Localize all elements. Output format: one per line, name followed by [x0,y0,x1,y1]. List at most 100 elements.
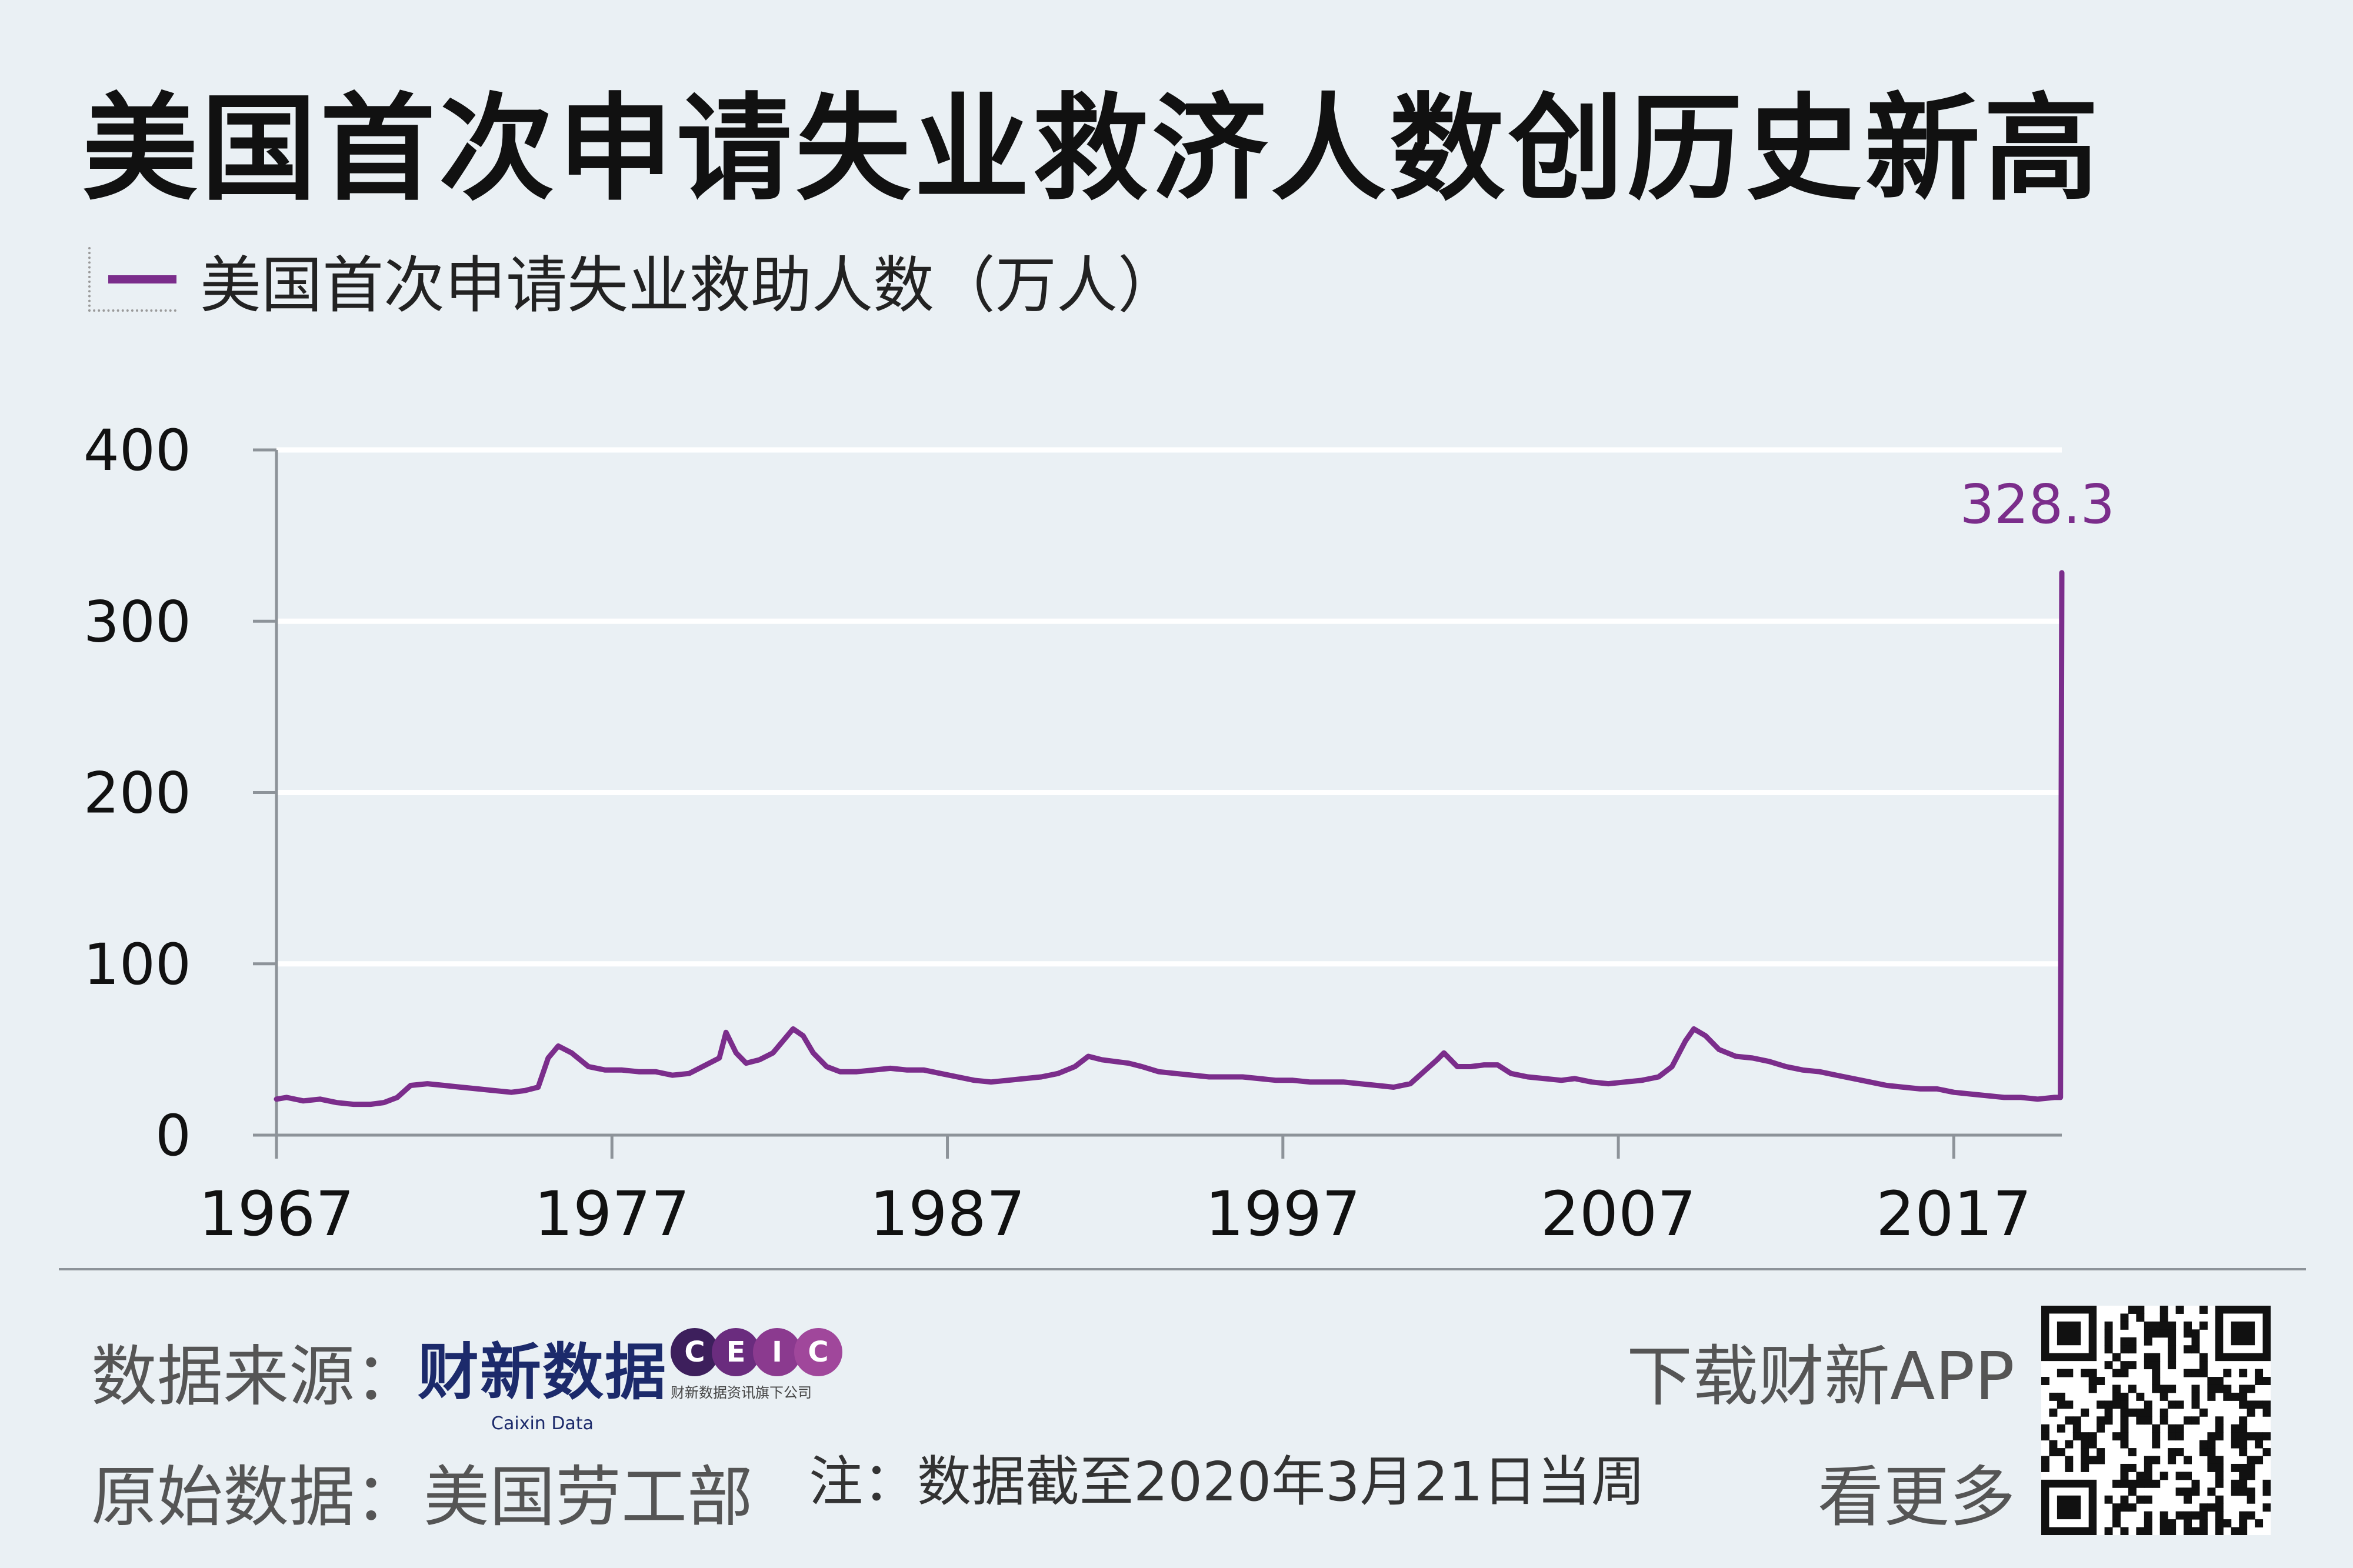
qr-module [2136,1479,2145,1488]
qr-module [2088,1432,2097,1441]
qr-module [2128,1487,2137,1496]
qr-module [2144,1479,2152,1488]
qr-module [2215,1416,2224,1425]
qr-module [2136,1416,2145,1425]
qr-module [2207,1487,2216,1496]
qr-code[interactable] [2041,1306,2271,1536]
qr-module [2049,1448,2058,1457]
qr-module [2159,1392,2168,1401]
qr-module [2175,1432,2184,1441]
qr-module [2262,1408,2271,1417]
qr-module [2041,1463,2049,1472]
qr-module [2081,1369,2089,1377]
qr-module [2065,1400,2074,1409]
ceic-letter: C [794,1328,842,1376]
qr-module [2152,1369,2161,1377]
qr-module [2159,1472,2168,1480]
qr-module [2184,1369,2192,1377]
qr-module [2168,1400,2177,1409]
qr-module [2215,1479,2224,1488]
chart-title: 美国首次申请失业救济人数创历史新高 [82,82,2103,216]
qr-module [2120,1472,2129,1480]
qr-module [2184,1487,2192,1496]
qr-module [2057,1424,2065,1433]
qr-module [2239,1479,2248,1488]
qr-module [2065,1416,2074,1425]
qr-module [2215,1511,2224,1520]
qr-module [2239,1424,2248,1433]
qr-module [2239,1384,2248,1393]
qr-module [2159,1519,2168,1528]
qr-module [2128,1463,2137,1472]
qr-module [2144,1527,2152,1536]
qr-module [2057,1448,2065,1457]
qr-module [2120,1392,2129,1401]
qr-module [2152,1440,2161,1449]
qr-module [2104,1321,2113,1330]
qr-module [2191,1345,2200,1354]
peak-value-label: 328.3 [1960,473,2115,536]
qr-module [2144,1511,2152,1520]
qr-module [2215,1377,2224,1385]
qr-module [2112,1503,2121,1512]
qr-module [2262,1432,2271,1441]
x-tick-label: 2007 [1541,1178,1697,1250]
qr-module [2239,1527,2248,1536]
qr-module [2262,1448,2271,1457]
qr-module [2215,1424,2224,1433]
qr-module [2191,1487,2200,1496]
qr-module [2152,1353,2161,1362]
qr-module [2223,1392,2232,1401]
qr-module [2104,1495,2113,1504]
qr-module [2144,1400,2152,1409]
x-tick-label: 1977 [534,1178,690,1250]
qr-module [2144,1519,2152,1528]
qr-module [2041,1424,2049,1433]
qr-module [2215,1472,2224,1480]
qr-module [2128,1337,2137,1346]
qr-module [2239,1487,2248,1496]
qr-module [2128,1345,2137,1354]
qr-module [2152,1432,2161,1441]
data-note: 注：数据截至2020年3月21日当周 [809,1450,1645,1513]
qr-module [2199,1440,2208,1449]
qr-module [2247,1400,2255,1409]
qr-module [2255,1377,2264,1385]
qr-module [2120,1408,2129,1417]
qr-code-icon [2041,1306,2271,1536]
qr-module [2152,1329,2161,1338]
qr-module [2152,1384,2161,1393]
qr-module [2104,1416,2113,1425]
qr-module [2168,1329,2177,1338]
legend: 美国首次申请失业救助人数（万人） [88,247,1179,321]
qr-module [2247,1408,2255,1417]
qr-module [2144,1472,2152,1480]
qr-module [2207,1432,2216,1441]
qr-module [2239,1392,2248,1401]
qr-module [2175,1487,2184,1496]
qr-module [2191,1392,2200,1401]
qr-module [2088,1369,2097,1377]
qr-module [2239,1511,2248,1520]
qr-module [2144,1416,2152,1425]
qr-module [2065,1456,2074,1464]
x-tick-label: 1997 [1205,1178,1361,1250]
qr-module [2112,1384,2121,1393]
ceic-letter: E [712,1328,760,1376]
qr-module [2120,1416,2129,1425]
qr-module [2215,1503,2224,1512]
qr-module [2120,1361,2129,1370]
qr-module [2199,1448,2208,1457]
qr-module [2184,1527,2192,1536]
qr-module [2191,1511,2200,1520]
qr-module [2120,1479,2129,1488]
qr-module [2159,1329,2168,1338]
qr-module [2088,1456,2097,1464]
qr-module [2191,1400,2200,1409]
qr-module [2104,1361,2113,1370]
qr-module [2231,1432,2239,1441]
qr-module [2231,1487,2239,1496]
qr-module [2175,1448,2184,1457]
qr-module [2049,1440,2058,1449]
qr-module [2081,1456,2089,1464]
